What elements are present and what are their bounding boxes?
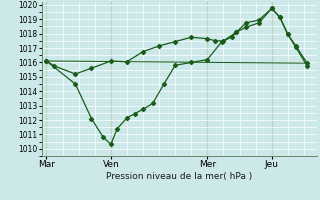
X-axis label: Pression niveau de la mer( hPa ): Pression niveau de la mer( hPa ) bbox=[106, 172, 252, 181]
